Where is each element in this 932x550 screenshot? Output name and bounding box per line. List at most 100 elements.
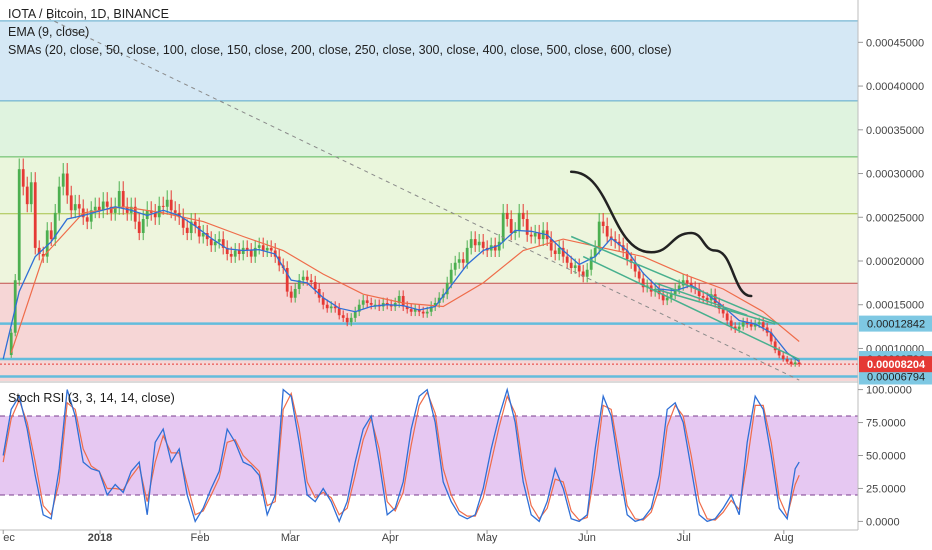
candle — [777, 350, 781, 356]
dashed-trendline[interactable] — [46, 17, 800, 381]
candle — [145, 210, 149, 220]
candle — [17, 169, 21, 281]
last-price-tag-text: 0.00008204 — [867, 359, 926, 371]
candle — [617, 241, 621, 246]
candle — [569, 262, 573, 268]
candle — [101, 201, 105, 211]
horizontal-levels[interactable] — [0, 322, 858, 378]
triangle-lower-line[interactable] — [654, 288, 776, 325]
candle — [469, 239, 473, 248]
candle — [577, 265, 581, 272]
candle — [321, 297, 325, 305]
candle — [501, 212, 505, 242]
candle — [713, 294, 717, 303]
candle — [425, 311, 429, 314]
candle — [137, 221, 141, 234]
candle — [337, 308, 341, 316]
stoch-legend[interactable]: Stoch RSI (3, 3, 14, 14, close) — [8, 391, 175, 405]
candle — [325, 304, 329, 309]
stoch-tick-label: 50.0000 — [866, 451, 906, 463]
candle — [329, 306, 333, 309]
candle — [69, 195, 73, 211]
candle — [605, 226, 609, 237]
candle — [701, 295, 705, 298]
time-axis[interactable]: ec 2018 Feb Mar Apr May Jun Jul Aug — [0, 529, 858, 544]
candle — [181, 217, 185, 228]
candle — [797, 362, 801, 365]
trend-drawings[interactable] — [46, 17, 800, 381]
candle — [221, 239, 225, 248]
candle — [205, 233, 209, 240]
price-tick-label: 0.00015000 — [866, 300, 924, 312]
last-price-tag[interactable]: 0.00008204 — [859, 356, 932, 373]
candle — [229, 254, 233, 257]
time-tick-label: Feb — [191, 532, 210, 544]
candle — [493, 245, 497, 251]
candle — [553, 250, 557, 254]
price-tick-label: 0.00020000 — [866, 256, 924, 268]
candle — [25, 186, 29, 205]
candle — [173, 210, 177, 213]
fib-zone-0 — [0, 20, 858, 101]
candle — [433, 302, 437, 307]
stoch-tick-label: 0.0000 — [866, 516, 900, 528]
candle — [661, 294, 665, 301]
candle — [561, 247, 565, 257]
candle — [373, 304, 377, 306]
candle — [297, 280, 301, 289]
candle — [461, 259, 465, 263]
candle — [73, 204, 77, 211]
candle — [509, 219, 513, 234]
level-tag-0[interactable]: 0.00012842 — [859, 315, 932, 332]
candle — [261, 245, 265, 251]
price-axis[interactable]: 0.00045000 0.00040000 0.00035000 0.00030000… — [857, 0, 932, 550]
price-pane[interactable] — [0, 17, 858, 381]
time-tick-label: Mar — [281, 532, 300, 544]
candle — [745, 322, 749, 324]
candle — [409, 309, 413, 312]
candle — [541, 230, 545, 240]
candle — [313, 281, 317, 289]
candle — [465, 247, 469, 263]
time-tick-label: ec — [3, 532, 15, 544]
candle — [601, 221, 605, 227]
level-tag-2[interactable]: 0.00006794 — [859, 368, 932, 385]
candle — [293, 288, 297, 298]
candle — [589, 256, 593, 270]
ema-legend[interactable]: EMA (9, close) — [8, 25, 90, 39]
channel-upper-line[interactable] — [570, 235, 780, 325]
candle — [533, 233, 537, 237]
candle — [529, 234, 533, 237]
candle — [573, 265, 577, 268]
sma-legend[interactable]: SMAs (20, close, 50, close, 100, close, … — [8, 43, 672, 57]
candle — [781, 355, 785, 359]
candle — [253, 247, 257, 257]
stoch-band — [0, 415, 858, 496]
candle — [21, 169, 25, 187]
candle — [93, 206, 97, 211]
stoch-axis[interactable]: 100.0000 75.0000 50.0000 25.0000 0.0000 — [858, 385, 912, 529]
candle — [209, 239, 213, 246]
candle — [741, 322, 745, 327]
symbol-legend[interactable]: IOTA / Bitcoin, 1D, BINANCE — [8, 7, 169, 21]
candle — [33, 182, 37, 248]
candle — [761, 322, 765, 328]
candle — [793, 362, 797, 365]
candle — [705, 297, 709, 301]
stoch-rsi-pane[interactable] — [0, 387, 858, 524]
projection-path[interactable] — [569, 170, 753, 298]
candle — [309, 280, 313, 282]
candle — [285, 267, 289, 292]
fib-zone-1 — [0, 100, 858, 157]
candle — [237, 250, 241, 254]
candle — [97, 206, 101, 211]
triangle-upper-line[interactable] — [654, 282, 748, 316]
candle — [405, 306, 409, 310]
candle — [633, 262, 637, 272]
time-tick-label: Apr — [382, 532, 399, 544]
candle — [557, 247, 561, 254]
channel-lower-line[interactable] — [582, 255, 800, 361]
stoch-tick-label: 75.0000 — [866, 418, 906, 430]
candle — [457, 259, 461, 263]
